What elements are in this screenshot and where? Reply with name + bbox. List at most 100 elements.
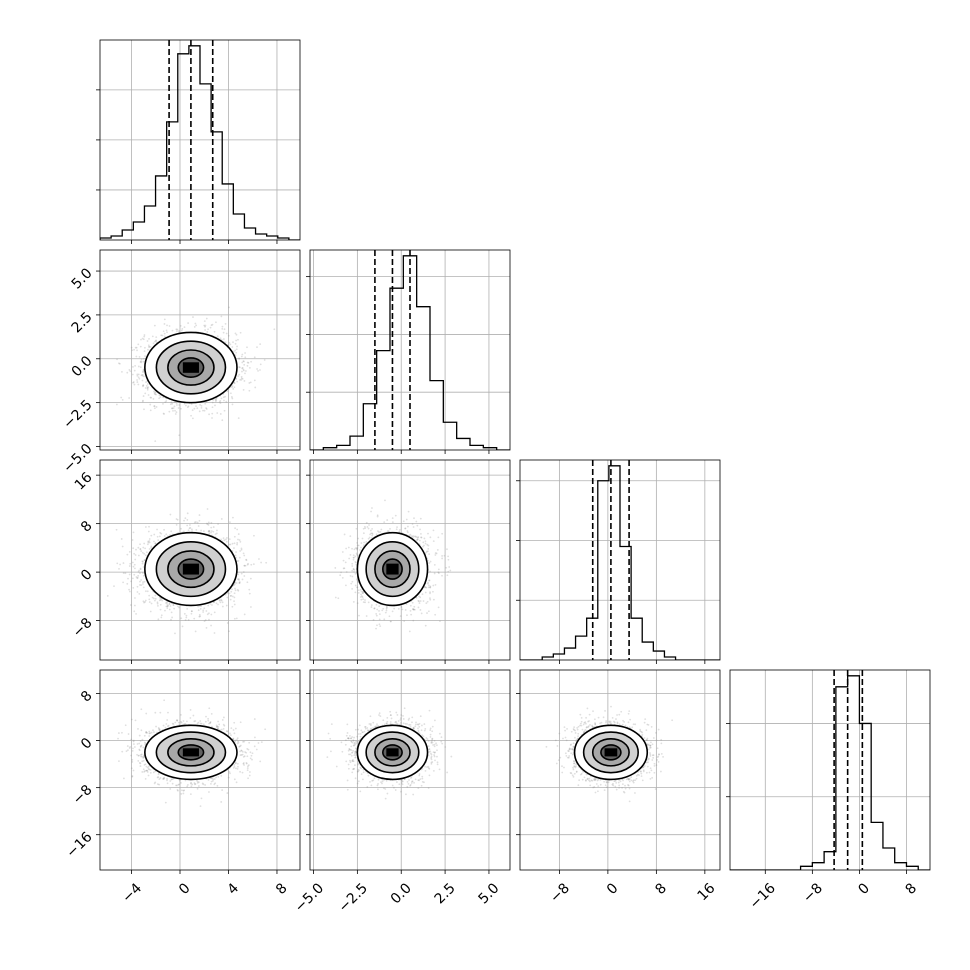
scatter-point: [142, 583, 144, 585]
scatter-point: [118, 567, 120, 570]
scatter-point: [241, 367, 244, 370]
scatter-point: [234, 587, 236, 590]
scatter-point: [134, 364, 137, 367]
scatter-point: [240, 375, 243, 378]
scatter-point: [207, 521, 210, 524]
scatter-point: [225, 400, 228, 403]
scatter-point: [139, 548, 142, 551]
scatter-point: [212, 601, 215, 604]
scatter-point: [153, 340, 156, 343]
scatter-point: [158, 535, 161, 538]
scatter-point: [226, 622, 229, 624]
scatter-point: [165, 400, 168, 402]
scatter-point: [185, 616, 188, 619]
scatter-point: [155, 336, 158, 339]
scatter-point: [237, 533, 240, 535]
scatter-point: [245, 558, 248, 561]
scatter-point: [238, 373, 241, 376]
scatter-point: [133, 383, 136, 386]
scatter-point: [200, 605, 202, 608]
scatter-point: [265, 561, 268, 564]
scatter-point: [137, 383, 140, 386]
histogram-step-0: [100, 45, 300, 240]
scatter-point: [250, 563, 253, 566]
scatter-point: [206, 613, 209, 616]
scatter-point: [141, 379, 144, 382]
scatter-point: [202, 409, 204, 412]
scatter-point: [143, 350, 146, 353]
scatter-point: [226, 390, 229, 393]
scatter-point: [165, 329, 168, 332]
scatter-point: [139, 361, 142, 363]
scatter-point: [153, 324, 156, 327]
scatter-point: [119, 563, 121, 566]
scatter-point: [132, 531, 135, 534]
scatter-point: [233, 583, 236, 586]
scatter-point: [166, 605, 169, 608]
scatter-point: [154, 542, 157, 545]
scatter-point: [214, 400, 217, 403]
scatter-point: [223, 409, 226, 412]
scatter-point: [146, 590, 149, 593]
scatter-point: [254, 386, 257, 389]
scatter-point: [248, 592, 251, 595]
scatter-point: [234, 589, 237, 592]
scatter-point: [149, 403, 152, 406]
scatter-point: [132, 586, 135, 589]
scatter-point: [142, 395, 145, 397]
scatter-point: [172, 409, 174, 412]
scatter-point: [147, 386, 150, 389]
scatter-point: [219, 601, 222, 604]
scatter-point: [237, 338, 239, 341]
scatter-point: [122, 562, 125, 564]
scatter-point: [128, 397, 131, 399]
scatter-point: [233, 603, 236, 606]
scatter-point: [211, 401, 214, 404]
panel-content: [100, 250, 300, 450]
scatter-point: [206, 331, 209, 333]
scatter-point: [142, 384, 145, 387]
scatter-point: [155, 393, 157, 396]
scatter-point: [238, 366, 241, 368]
scatter-point: [231, 386, 233, 389]
scatter-point: [248, 366, 251, 369]
scatter-point: [164, 401, 167, 403]
scatter-point: [122, 572, 125, 575]
panel-frame: [99, 249, 301, 451]
scatter-point: [134, 597, 136, 599]
scatter-point: [207, 328, 209, 331]
scatter-panel-2-0: [96, 459, 301, 664]
scatter-point: [250, 606, 252, 608]
scatter-point: [163, 323, 166, 325]
scatter-point: [131, 373, 134, 376]
scatter-point: [223, 399, 225, 402]
scatter-point: [199, 615, 202, 618]
scatter-point: [153, 405, 156, 408]
scatter-point: [203, 324, 206, 327]
scatter-point: [180, 527, 182, 530]
scatter-point: [136, 375, 139, 377]
scatter-point: [146, 543, 149, 546]
scatter-point: [163, 318, 166, 321]
scatter-point: [142, 360, 145, 363]
scatter-point: [183, 530, 185, 533]
scatter-point: [162, 330, 165, 333]
scatter-point: [273, 328, 276, 331]
scatter-point: [187, 619, 190, 621]
scatter-point: [237, 417, 240, 419]
scatter-point: [142, 375, 145, 378]
scatter-point: [121, 545, 124, 548]
scatter-point: [137, 571, 140, 573]
scatter-point: [115, 403, 118, 406]
scatter-point: [213, 632, 216, 634]
scatter-point: [207, 530, 210, 533]
contour-line-3: [177, 357, 205, 378]
scatter-point: [168, 603, 171, 606]
scatter-point: [217, 523, 219, 525]
scatter-point: [249, 577, 252, 580]
scatter-point: [154, 542, 157, 545]
scatter-point: [236, 542, 239, 544]
scatter-point: [163, 335, 166, 338]
scatter-point: [240, 547, 243, 550]
